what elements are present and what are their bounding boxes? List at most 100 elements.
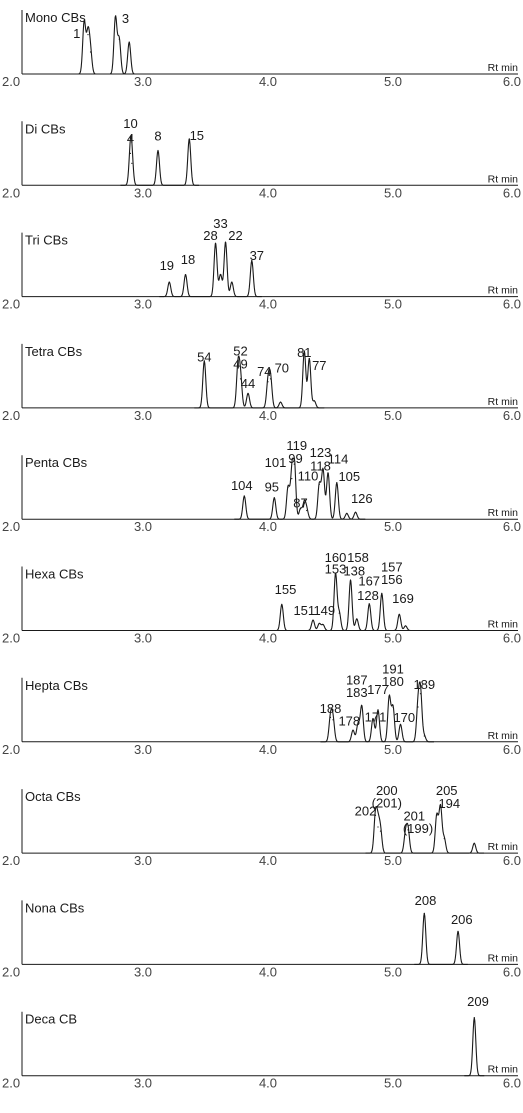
axis-label-rt: Rt min: [488, 730, 518, 742]
peak-apex: [372, 718, 374, 720]
peak-label: 114: [328, 452, 349, 467]
peak-label: 191: [382, 661, 404, 676]
chromatogram-trace: [320, 681, 435, 743]
x-tick-label: 5.0: [384, 297, 402, 312]
axis-label-rt: Rt min: [488, 841, 518, 853]
x-tick-label: 2.0: [2, 185, 20, 200]
peak-apex: [419, 693, 422, 695]
peak-label: 105: [338, 469, 360, 484]
peak-apex: [377, 709, 379, 711]
x-tick-label: 6.0: [503, 631, 521, 646]
peak-label: 87: [293, 496, 307, 511]
x-tick-label: 4.0: [259, 631, 277, 646]
peak-label: 74: [257, 364, 271, 379]
x-tick-label: 6.0: [503, 408, 521, 423]
peak-apex: [251, 260, 253, 262]
peak-apex: [188, 138, 190, 140]
peak-apex: [87, 34, 89, 36]
peak-label: 178: [338, 714, 360, 729]
peak-apex: [239, 378, 242, 380]
x-tick-label: 3.0: [134, 185, 152, 200]
peak-label: 3: [122, 11, 129, 26]
peak-label: 18: [181, 252, 195, 267]
x-tick-label: 2.0: [2, 297, 20, 312]
panel-title: Penta CBs: [25, 455, 88, 470]
x-tick-label: 3.0: [134, 631, 152, 646]
peak-apex: [404, 833, 407, 836]
peak-label: 138: [343, 563, 365, 578]
peak-apex: [306, 509, 308, 512]
peak-label: 28: [203, 228, 217, 243]
panel-5: Penta CBs Rt min 2.0 3.0 4.0 5.0 6.0 104 95 101 11…: [2, 438, 521, 534]
x-tick-label: 3.0: [134, 408, 152, 423]
peak-apex: [313, 400, 315, 402]
chromatogram-trace: [159, 242, 262, 298]
peak-label: 156: [381, 572, 403, 587]
peak-label: 171: [365, 710, 387, 725]
peak-label: (201): [372, 795, 402, 810]
chromatogram-trace: [74, 15, 140, 75]
peak-apex: [334, 573, 337, 575]
panel-title: Hexa CBs: [25, 567, 84, 582]
chromatogram-trace: [464, 1017, 485, 1077]
peak-apex: [184, 274, 187, 276]
panel-title: Mono CBs: [25, 10, 86, 25]
peak-apex: [377, 826, 379, 828]
peak-label: 44: [241, 376, 255, 391]
x-tick-label: 5.0: [384, 964, 402, 979]
peak-apex: [293, 463, 295, 465]
peak-label: 1: [73, 26, 80, 41]
axis-label-rt: Rt min: [488, 62, 518, 74]
x-tick-label: 4.0: [259, 964, 277, 979]
peak-apex: [379, 830, 382, 832]
peak-apex: [273, 497, 275, 499]
peak-label: 22: [228, 228, 242, 243]
peak-label: 128: [357, 588, 379, 603]
panel-title: Tetra CBs: [25, 344, 83, 359]
peak-apex: [473, 842, 475, 844]
peak-label: 200: [376, 783, 398, 798]
x-tick-label: 6.0: [503, 853, 521, 868]
peak-label: 81: [297, 345, 311, 360]
peak-label: 10: [123, 116, 137, 131]
peak-apex: [129, 152, 132, 154]
peak-apex: [299, 508, 302, 510]
peak-apex: [404, 625, 407, 627]
peak-apex: [237, 365, 239, 367]
panel-title: Tri CBs: [25, 233, 68, 248]
x-tick-label: 3.0: [134, 742, 152, 757]
peak-apex: [114, 16, 117, 18]
x-tick-label: 5.0: [384, 74, 402, 89]
peak-label: 157: [381, 559, 403, 574]
peak-apex: [322, 624, 324, 626]
x-tick-label: 5.0: [384, 519, 402, 534]
peak-label: 19: [160, 258, 174, 273]
x-tick-label: 2.0: [2, 1076, 20, 1091]
peak-label: 180: [382, 674, 404, 689]
peak-apex: [327, 472, 329, 474]
peak-apex: [89, 51, 92, 53]
chromatogram-trace: [194, 350, 325, 409]
x-tick-label: 4.0: [259, 74, 277, 89]
x-tick-label: 2.0: [2, 964, 20, 979]
peak-label: 15: [190, 128, 204, 143]
peak-label: 209: [467, 994, 489, 1009]
x-tick-label: 4.0: [259, 742, 277, 757]
x-tick-label: 6.0: [503, 74, 521, 89]
peak-apex: [267, 381, 269, 383]
x-tick-label: 6.0: [503, 742, 521, 757]
x-tick-label: 2.0: [2, 631, 20, 646]
peak-label: (199): [403, 821, 433, 836]
peak-apex: [269, 378, 272, 380]
peak-apex: [436, 814, 438, 817]
x-tick-label: 6.0: [503, 185, 521, 200]
peak-apex: [354, 511, 357, 513]
x-tick-label: 3.0: [134, 519, 152, 534]
x-tick-label: 2.0: [2, 742, 20, 757]
peak-apex: [473, 1017, 475, 1019]
peak-label: 110: [298, 468, 319, 483]
